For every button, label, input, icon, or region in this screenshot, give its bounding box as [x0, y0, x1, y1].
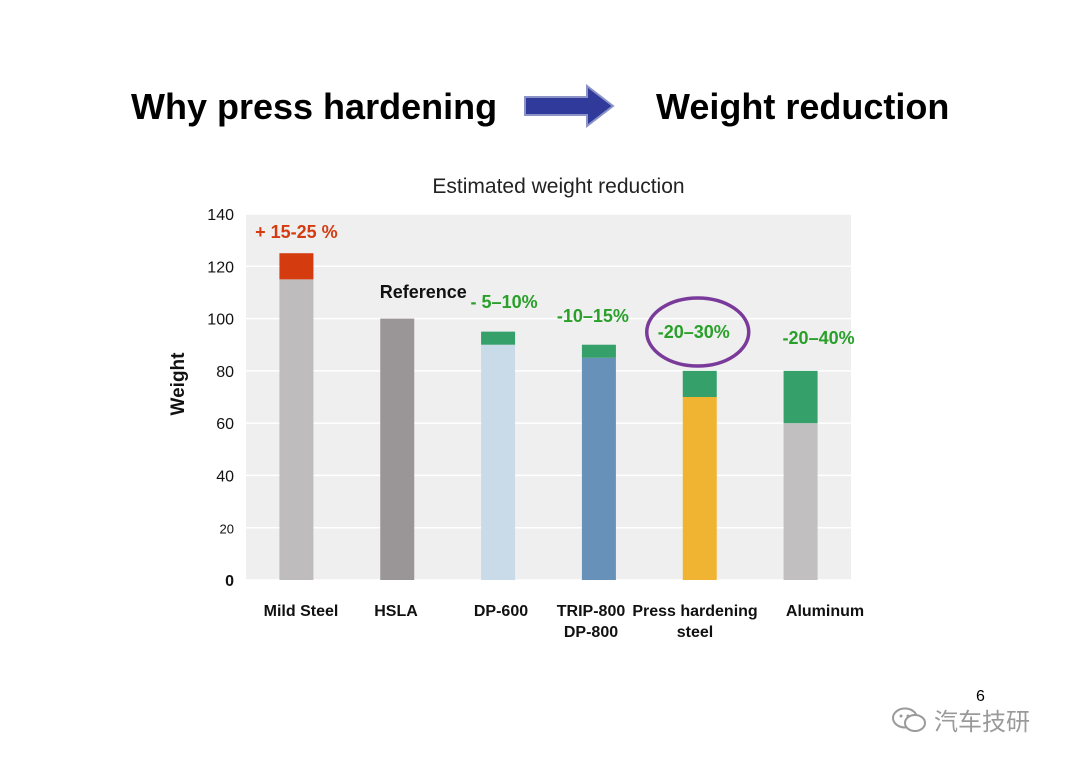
bar-top: [682, 370, 717, 397]
x-tick-label: Aluminum: [786, 603, 864, 620]
highlight-ellipse: [645, 296, 751, 368]
bar-top: [783, 370, 818, 424]
chart-title: Estimated weight reduction: [432, 175, 684, 198]
y-tick-label: 60: [216, 416, 234, 433]
y-tick-label: 0: [225, 573, 234, 590]
x-tick-label: DP-800: [564, 624, 618, 641]
header: Why press hardening Weight reduction: [0, 78, 1080, 138]
y-tick-label: 80: [216, 364, 234, 381]
bar-base: [783, 423, 818, 580]
y-tick-label: 140: [207, 207, 234, 224]
header-left-title: Why press hardening: [131, 86, 498, 127]
bar-annotation: + 15-25 %: [255, 222, 338, 242]
x-tick-label: DP-600: [474, 603, 528, 620]
bar-base: [481, 344, 516, 580]
y-axis-label: Weight: [168, 352, 189, 416]
bar-base: [279, 279, 314, 580]
bar-annotation: Reference: [380, 282, 467, 302]
header-right-title: Weight reduction: [656, 86, 950, 127]
bar-annotation: -20–40%: [783, 328, 855, 348]
x-tick-label: Press hardening: [632, 603, 757, 620]
watermark: 汽车技研: [890, 702, 1030, 737]
bar-annotation: - 5–10%: [471, 292, 538, 312]
x-tick-label: steel: [677, 624, 713, 641]
wechat-icon: [892, 707, 926, 732]
bar-base: [380, 318, 415, 580]
x-tick-label: Mild Steel: [264, 603, 339, 620]
bar-top: [581, 344, 616, 358]
bar-base: [581, 357, 616, 580]
bar-top: [279, 253, 314, 280]
page-number: 6: [976, 688, 985, 705]
y-tick-label: 40: [216, 468, 234, 485]
watermark-text: 汽车技研: [934, 709, 1030, 736]
x-tick-label: TRIP-800: [557, 603, 626, 620]
plot-area: [246, 214, 851, 580]
right-arrow-icon: [524, 84, 615, 128]
bar-base: [682, 397, 717, 580]
bar-top: [481, 331, 516, 345]
x-tick-label: HSLA: [374, 603, 418, 620]
bar-annotation: -10–15%: [557, 306, 629, 326]
y-tick-label: 120: [207, 259, 234, 276]
y-tick-label: 20: [220, 522, 234, 537]
y-tick-label: 100: [207, 312, 234, 329]
bar-annotation: -20–30%: [658, 322, 730, 342]
